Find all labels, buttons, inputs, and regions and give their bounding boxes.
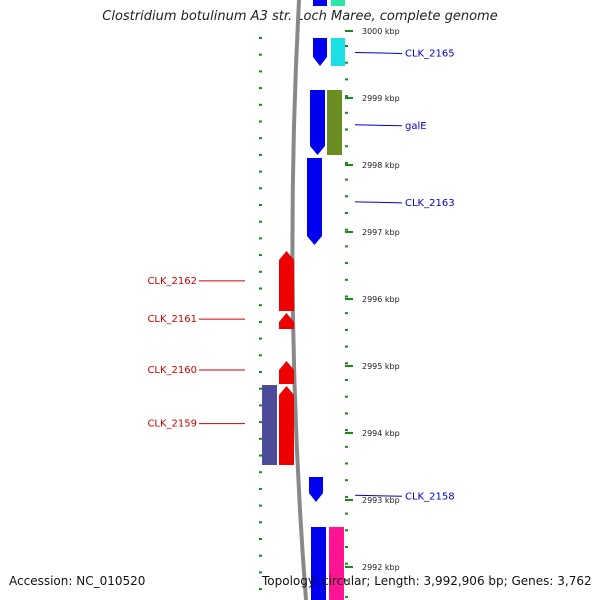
gene-label: CLK_2158 [405, 491, 455, 502]
cds-forward-partial [331, 0, 345, 6]
ruler-tick-label: 2998 kbp [362, 161, 400, 170]
ruler-tick-label: 2996 kbp [362, 295, 400, 304]
cds-clk-2159 [262, 385, 277, 465]
gene-clk-2160 [279, 361, 294, 384]
ruler-tick-label: 2992 kbp [362, 563, 400, 572]
cds-gale [327, 90, 342, 155]
ruler-tick-label: 2993 kbp [362, 496, 400, 505]
topology-text: Topology: circular; Length: 3,992,906 bp… [262, 574, 592, 588]
label-leader [354, 51, 403, 54]
label-leader [354, 201, 403, 204]
position-ruler: 3000 kbp 2999 kbp 2998 kbp 2997 kbp 2996 kbp… [345, 27, 400, 572]
label-leader [354, 124, 403, 127]
gene-features [262, 0, 345, 600]
gene-label: CLK_2165 [405, 48, 455, 59]
gene-forward-partial [313, 0, 327, 6]
gene-label: CLK_2162 [147, 276, 197, 287]
genome-backbone [290, 0, 308, 600]
ruler-tick-label: 2994 kbp [362, 429, 400, 438]
gene-clk-2158 [309, 477, 323, 502]
gene-clk-2159 [279, 386, 294, 465]
ruler-tick-label: 2997 kbp [362, 228, 400, 237]
backbone-arc [290, 0, 308, 600]
gene-clk-2163 [307, 158, 322, 245]
cds-forward-bottom [329, 527, 344, 600]
gene-label: CLK_2159 [147, 419, 197, 430]
ruler-tick-label: 3000 kbp [362, 27, 400, 36]
gene-label: galE [405, 121, 427, 132]
gene-label: CLK_2163 [405, 198, 455, 209]
accession-text: Accession: NC_010520 [9, 574, 146, 588]
gene-labels: CLK_2165 galE CLK_2163 CLK_2158 CLK_2162 CLK_… [147, 48, 454, 502]
ruler-tick-label: 2995 kbp [362, 362, 400, 371]
gene-forward-bottom [311, 527, 326, 600]
gene-label: CLK_2161 [147, 314, 197, 325]
label-leader [354, 494, 403, 497]
gene-label: CLK_2160 [147, 365, 197, 376]
gene-gale [310, 90, 325, 155]
gc-skew-dotted-track [259, 37, 348, 599]
gene-clk-2161 [279, 313, 294, 329]
ruler-tick-label: 2999 kbp [362, 94, 400, 103]
gene-clk-2162 [279, 251, 294, 311]
gene-clk-2165 [313, 38, 327, 66]
cds-clk-2165 [331, 38, 345, 66]
